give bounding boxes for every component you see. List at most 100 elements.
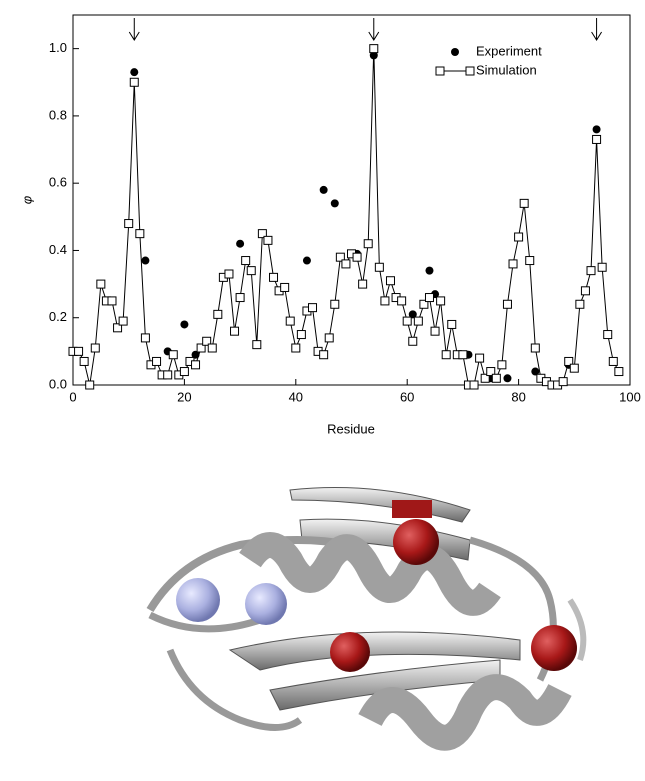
plot-frame (72, 14, 631, 386)
data-point (397, 296, 407, 306)
data-point (179, 367, 189, 377)
data-point (191, 360, 201, 370)
legend-marker (465, 66, 475, 76)
data-point (530, 343, 540, 353)
data-point (458, 350, 468, 360)
data-point (469, 380, 479, 390)
data-point (302, 256, 311, 265)
data-point (141, 256, 150, 265)
data-point (140, 333, 150, 343)
data-point (107, 296, 117, 306)
data-point (308, 303, 318, 313)
legend-marker (435, 66, 445, 76)
arrow (368, 18, 380, 41)
data-point (96, 279, 106, 289)
data-point (374, 262, 384, 272)
data-point (436, 296, 446, 306)
data-point (269, 272, 279, 282)
data-point (135, 229, 145, 239)
data-point (324, 333, 334, 343)
data-point (341, 259, 351, 269)
data-point (285, 316, 295, 326)
data-point (319, 185, 328, 194)
legend-label: Experiment (476, 43, 542, 58)
data-point (363, 239, 373, 249)
data-point (514, 232, 524, 242)
y-tick-label: 0.6 (49, 175, 67, 190)
data-point (246, 266, 256, 276)
data-point (196, 343, 206, 353)
data-point (380, 296, 390, 306)
data-point (424, 293, 434, 303)
data-point (564, 356, 574, 366)
data-point (358, 279, 368, 289)
data-point (475, 353, 485, 363)
data-point (592, 125, 601, 134)
data-point (241, 256, 251, 266)
data-point (558, 377, 568, 387)
legend-marker (451, 48, 459, 56)
data-point (508, 259, 518, 269)
data-point (79, 356, 89, 366)
data-point (597, 262, 607, 272)
data-point (230, 326, 240, 336)
data-point (74, 346, 84, 356)
data-point (408, 310, 417, 319)
x-tick-label: 0 (69, 389, 76, 404)
data-point (419, 299, 429, 309)
data-point (113, 323, 123, 333)
data-point (252, 340, 262, 350)
data-point (531, 367, 540, 376)
legend-label: Simulation (476, 62, 537, 77)
data-point (180, 320, 189, 329)
data-point (235, 293, 245, 303)
data-point (291, 343, 301, 353)
data-point (402, 316, 412, 326)
data-point (129, 77, 139, 87)
data-point (608, 356, 618, 366)
data-point (519, 198, 529, 208)
data-point (118, 316, 128, 326)
data-point (486, 367, 496, 377)
data-point (168, 350, 178, 360)
x-axis-label: Residue (327, 421, 375, 436)
data-point (90, 343, 100, 353)
data-point (236, 239, 245, 248)
data-point (425, 266, 434, 275)
data-point (580, 286, 590, 296)
data-point (352, 252, 362, 262)
arrow (591, 18, 603, 41)
data-point (491, 373, 501, 383)
data-point (575, 299, 585, 309)
x-tick-label: 100 (619, 389, 641, 404)
y-tick-label: 0.2 (49, 309, 67, 324)
y-axis-label: φ (19, 195, 34, 204)
data-point (503, 374, 512, 383)
data-point (163, 370, 173, 380)
data-point (296, 330, 306, 340)
series-line (73, 48, 620, 386)
data-point (257, 229, 267, 239)
data-point (263, 235, 273, 245)
data-point (586, 266, 596, 276)
data-point (369, 44, 379, 54)
data-point (202, 336, 212, 346)
y-tick-label: 0.8 (49, 107, 67, 122)
data-point (497, 360, 507, 370)
x-tick-label: 80 (511, 389, 525, 404)
data-point (413, 316, 423, 326)
data-point (480, 373, 490, 383)
data-point (430, 326, 440, 336)
data-point (319, 350, 329, 360)
x-tick-label: 40 (289, 389, 303, 404)
data-point (335, 252, 345, 262)
data-point (207, 343, 217, 353)
data-point (525, 256, 535, 266)
data-point (124, 219, 134, 229)
x-tick-label: 60 (400, 389, 414, 404)
data-point (152, 356, 162, 366)
data-point (592, 134, 602, 144)
data-point (85, 380, 95, 390)
x-tick-label: 20 (177, 389, 191, 404)
protein-structure (146, 487, 587, 751)
